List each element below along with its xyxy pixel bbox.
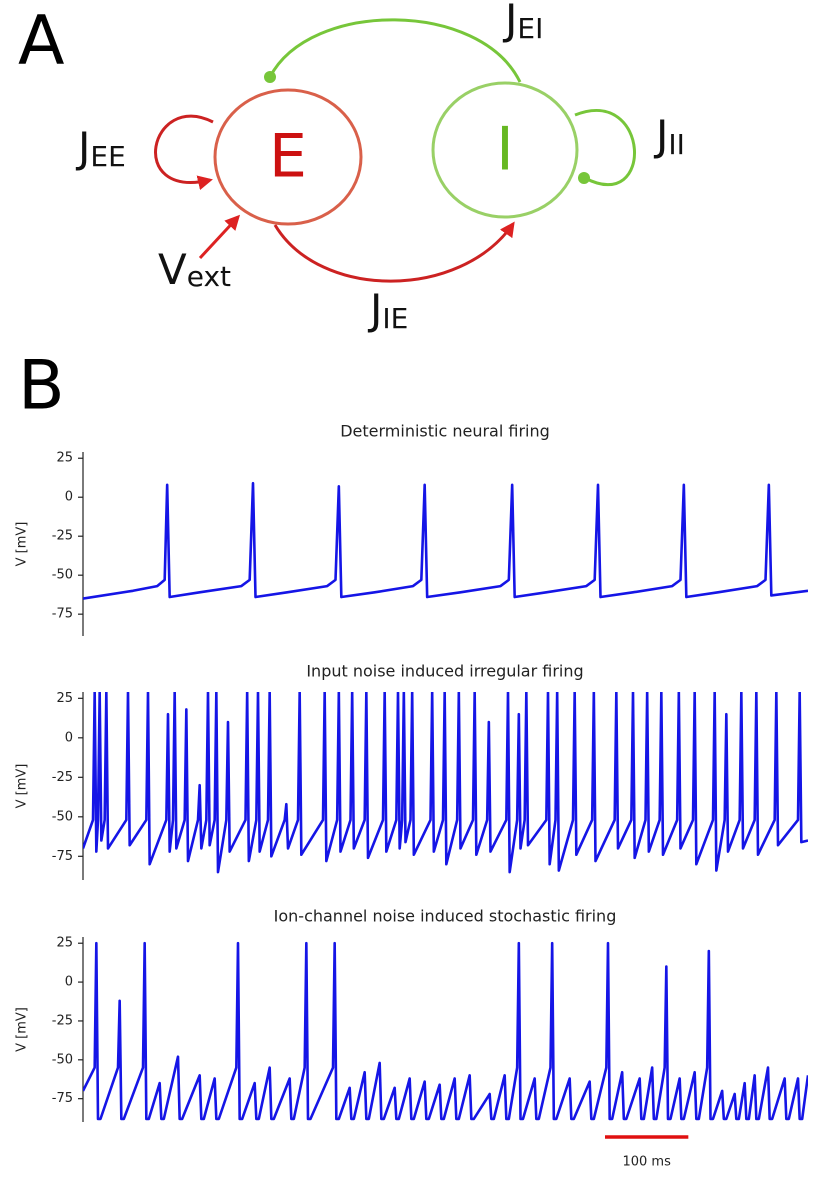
y-axis-label: V [mV]: [15, 1007, 30, 1052]
edge-ee: [154, 114, 214, 191]
y-tick-label: -25: [52, 1013, 73, 1028]
edge-ii: [574, 108, 636, 187]
y-tick-label: 0: [65, 975, 73, 990]
subscript: ext: [187, 260, 231, 293]
y-tick-label: 0: [65, 490, 73, 505]
plot-area: [83, 692, 808, 874]
synapse-dot: [578, 172, 590, 184]
y-tick-label: 25: [56, 691, 73, 706]
chart-title: Deterministic neural firing: [340, 422, 550, 441]
edge-label: JEI: [502, 0, 543, 45]
y-tick-label: -50: [52, 1052, 73, 1067]
panel-label: A: [18, 2, 65, 81]
y-tick-label: -75: [52, 1091, 73, 1106]
symbol: J: [75, 123, 90, 172]
input-label: Vext: [158, 245, 231, 294]
node-label: I: [496, 115, 514, 185]
y-tick-label: -25: [52, 529, 73, 544]
edge-label: JEE: [75, 123, 126, 174]
symbol: J: [502, 0, 517, 44]
y-tick-label: -75: [52, 849, 73, 864]
node-e: [213, 88, 363, 226]
input-arrow: [198, 214, 241, 260]
symbol: J: [653, 111, 668, 160]
subscript: EE: [90, 140, 125, 173]
edge-label: JIE: [367, 285, 408, 336]
plot-area: [83, 941, 808, 1121]
node-i: [431, 81, 579, 219]
scale-bar-label: 100 ms: [622, 1155, 671, 1170]
synapse-dot: [264, 71, 276, 83]
y-tick-label: 25: [56, 451, 73, 466]
symbol: J: [367, 285, 382, 334]
node-label: E: [269, 122, 307, 192]
y-axis-label: V [mV]: [15, 522, 30, 567]
subscript: II: [668, 128, 685, 161]
panel-label: B: [18, 347, 65, 426]
edge-label: JII: [653, 111, 685, 162]
subscript: IE: [382, 302, 408, 335]
voltage-trace: [83, 481, 808, 600]
y-tick-label: -50: [52, 809, 73, 824]
voltage-trace: [83, 941, 808, 1121]
edge-ei: [268, 18, 522, 83]
voltage-trace: [83, 692, 808, 874]
y-axis-label: V [mV]: [15, 764, 30, 809]
subscript: EI: [517, 12, 543, 45]
chart-title: Ion-channel noise induced stochastic fir…: [274, 907, 617, 926]
y-tick-label: 25: [56, 936, 73, 951]
y-tick-label: -50: [52, 568, 73, 583]
y-tick-label: 0: [65, 730, 73, 745]
y-tick-label: -75: [52, 607, 73, 622]
y-tick-label: -25: [52, 770, 73, 785]
edge-ie: [273, 221, 515, 283]
symbol: V: [158, 245, 187, 294]
plot-area: [83, 481, 808, 600]
chart-title: Input noise induced irregular firing: [306, 662, 583, 681]
